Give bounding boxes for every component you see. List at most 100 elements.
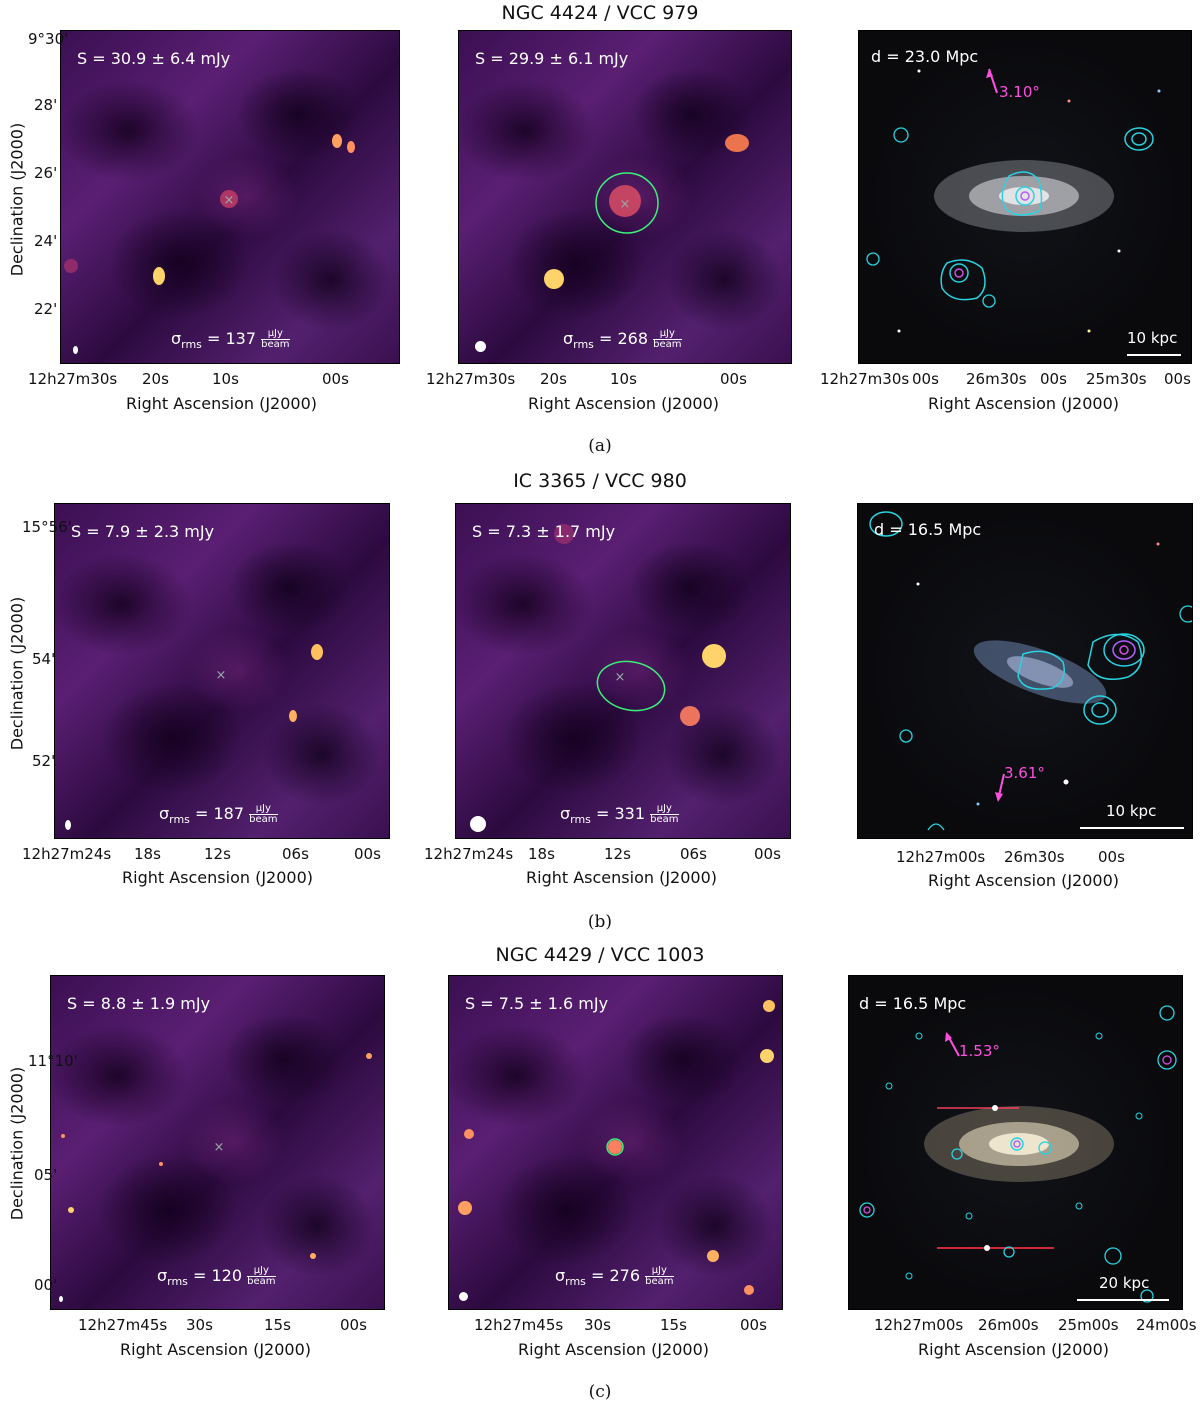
rms-label: σrms = 137 μJy beam (171, 328, 290, 352)
rms-label: σrms = 187 μJy beam (159, 803, 278, 827)
xtick: 12h27m00s (896, 848, 986, 866)
xtick: 12s (204, 845, 231, 863)
angle-label: 3.10° (999, 83, 1040, 101)
optical-image-b3 (869, 511, 1192, 831)
xtick: 12h27m30s (28, 370, 118, 388)
svg-text:×: × (615, 670, 626, 685)
ytick: 00' (34, 1276, 58, 1294)
svg-text:×: × (214, 1140, 225, 1155)
subfigure-caption-b: (b) (587, 912, 613, 932)
xtick: 00s (912, 370, 939, 388)
xtick: 12h27m45s (78, 1316, 168, 1334)
xtick: 12s (604, 845, 631, 863)
xtick: 00s (1098, 848, 1125, 866)
y-axis-label: Declination (J2000) (7, 122, 27, 277)
xtick: 30s (186, 1316, 213, 1334)
distance-label: d = 16.5 Mpc (859, 994, 967, 1013)
x-axis-label: Right Ascension (J2000) (528, 394, 719, 413)
rms-label: σrms = 276 μJy beam (555, 1265, 674, 1289)
radio-panel-b1: × S = 7.9 ± 2.3 mJy σrms = 187 μJy beam (54, 503, 390, 839)
figure-title-a: NGC 4424 / VCC 979 (501, 2, 699, 24)
angle-label: 1.53° (959, 1042, 1000, 1060)
xtick: 10s (212, 370, 239, 388)
scalebar-label: 10 kpc (1127, 329, 1178, 347)
figure-title-b: IC 3365 / VCC 980 (513, 470, 687, 492)
xtick: 26m30s (1004, 848, 1065, 866)
svg-text:×: × (620, 197, 631, 212)
svg-text:×: × (224, 193, 235, 208)
rms-label: σrms = 331 μJy beam (560, 803, 679, 827)
xtick: 20s (540, 370, 567, 388)
xtick: 18s (134, 845, 161, 863)
figure-title-c: NGC 4429 / VCC 1003 (495, 944, 705, 966)
subfigure-caption-c: (c) (588, 1382, 612, 1402)
radio-panel-c2: S = 7.5 ± 1.6 mJy σrms = 276 μJy beam (448, 975, 783, 1310)
xtick: 12h27m30s (820, 370, 910, 388)
xtick: 25m00s (1058, 1316, 1119, 1334)
subfigure-caption-a: (a) (588, 436, 612, 456)
beam-marker (65, 820, 71, 830)
xtick: 12h27m24s (424, 845, 514, 863)
xtick: 00s (340, 1316, 367, 1334)
xtick: 00s (740, 1316, 767, 1334)
flux-label: S = 29.9 ± 6.1 mJy (475, 49, 629, 68)
optical-panel-a3: d = 23.0 Mpc 3.10° 10 kpc (858, 30, 1192, 364)
radio-panel-c1: × S = 8.8 ± 1.9 mJy σrms = 120 μJy beam (50, 975, 385, 1310)
beam-marker (475, 341, 486, 352)
x-axis-label: Right Ascension (J2000) (126, 394, 317, 413)
x-axis-label: Right Ascension (J2000) (918, 1340, 1109, 1359)
flux-label: S = 8.8 ± 1.9 mJy (67, 994, 211, 1013)
ytick: 11°10' (28, 1052, 78, 1070)
flux-label: S = 7.3 ± 1.7 mJy (472, 522, 616, 541)
xtick: 10s (610, 370, 637, 388)
x-axis-label: Right Ascension (J2000) (120, 1340, 311, 1359)
xtick: 00s (322, 370, 349, 388)
ytick: 15°56' (22, 518, 72, 536)
ytick: 28' (34, 96, 58, 114)
xtick: 15s (660, 1316, 687, 1334)
xtick: 12h27m30s (426, 370, 516, 388)
sources-b2: × (554, 524, 726, 726)
distance-label: d = 23.0 Mpc (871, 47, 979, 66)
xtick: 00s (354, 845, 381, 863)
ytick: 26' (34, 164, 58, 182)
radio-panel-b2: × S = 7.3 ± 1.7 mJy σrms = 331 μJy beam (455, 503, 791, 839)
sources-c1: × (61, 1053, 372, 1259)
xtick: 25m30s (1086, 370, 1147, 388)
sources-b1: × (216, 644, 323, 722)
ytick: 24' (34, 232, 58, 250)
svg-text:×: × (216, 668, 227, 683)
xtick: 15s (264, 1316, 291, 1334)
xtick: 00s (1164, 370, 1191, 388)
flux-label: S = 7.5 ± 1.6 mJy (465, 994, 609, 1013)
radio-panel-a1: × S = 30.9 ± 6.4 mJy σrms = 137 μJy beam (60, 30, 400, 364)
xtick: 20s (142, 370, 169, 388)
y-axis-label: Declination (J2000) (7, 1066, 27, 1221)
sources-a1: × (64, 134, 355, 285)
ytick: 05' (34, 1166, 58, 1184)
xtick: 30s (584, 1316, 611, 1334)
ytick: 52' (32, 752, 56, 770)
xtick: 26m00s (978, 1316, 1039, 1334)
ytick: 9°30' (28, 30, 69, 48)
x-axis-label: Right Ascension (J2000) (518, 1340, 709, 1359)
x-axis-label: Right Ascension (J2000) (526, 868, 717, 887)
radio-panel-a2: × S = 29.9 ± 6.1 mJy σrms = 268 μJy beam (458, 30, 792, 364)
xtick: 06s (680, 845, 707, 863)
beam-marker (470, 816, 486, 832)
scalebar-label: 20 kpc (1099, 1274, 1150, 1292)
xtick: 00s (720, 370, 747, 388)
ytick: 22' (34, 300, 58, 318)
beam-marker (59, 1296, 63, 1302)
xtick: 00s (1040, 370, 1067, 388)
beam-marker (459, 1292, 468, 1301)
distance-label: d = 16.5 Mpc (874, 520, 982, 539)
optical-image-c3 (859, 1005, 1177, 1303)
sources-c2 (458, 1000, 775, 1295)
rms-label: σrms = 120 μJy beam (157, 1265, 276, 1289)
xtick: 12h27m45s (474, 1316, 564, 1334)
scalebar-label: 10 kpc (1106, 802, 1157, 820)
beam-marker (73, 346, 78, 354)
optical-image-a3 (866, 68, 1181, 356)
xtick: 12h27m00s (874, 1316, 964, 1334)
